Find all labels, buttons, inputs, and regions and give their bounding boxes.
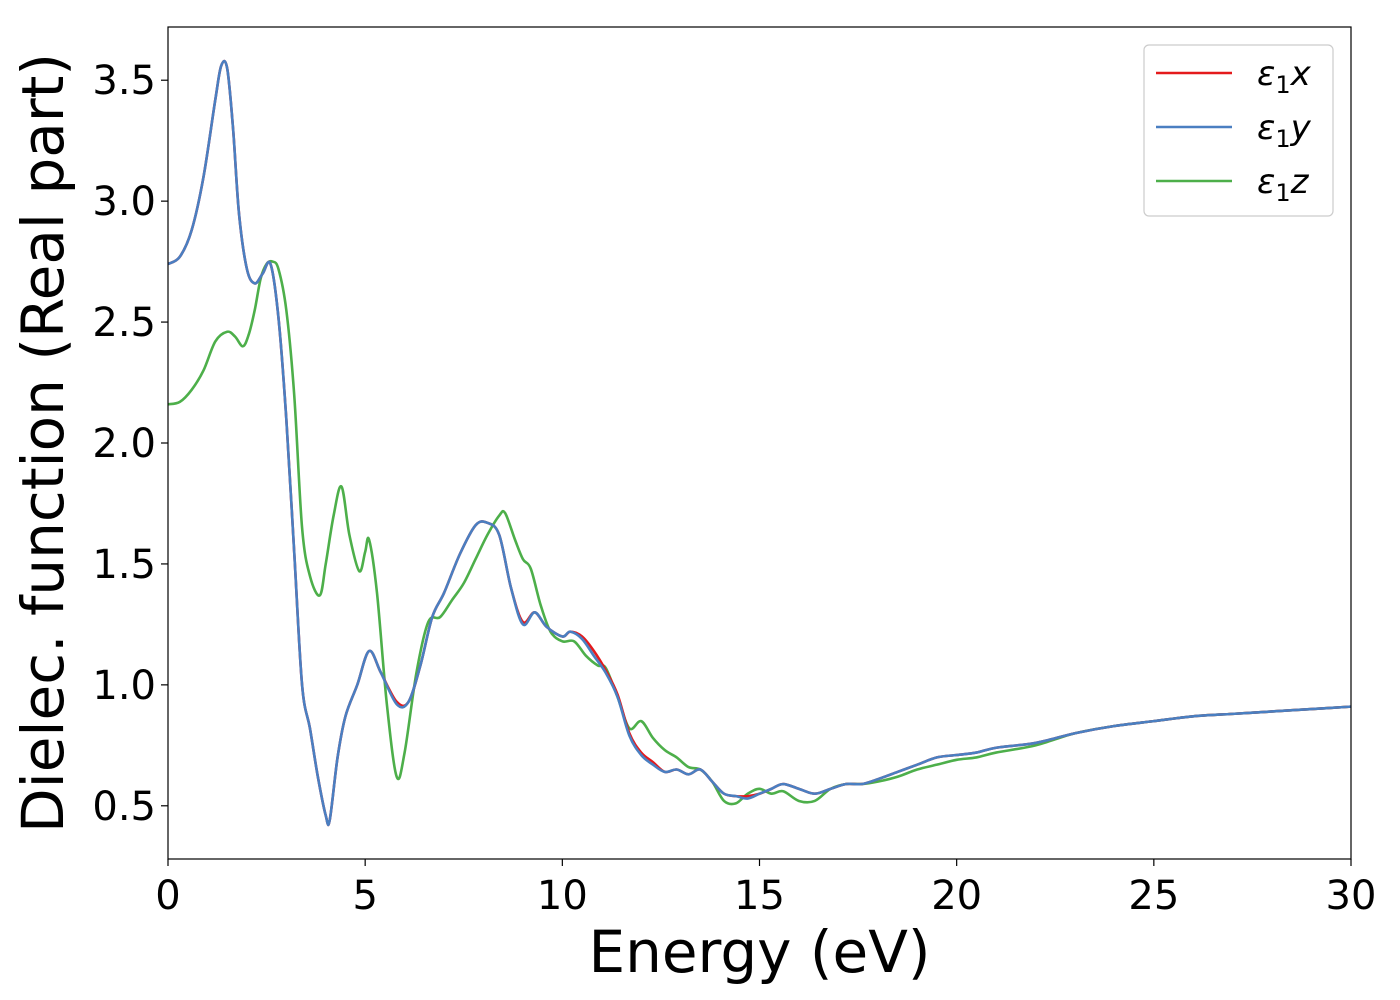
x-tick-label: 20 [931,873,982,919]
x-tick-label: 0 [155,873,180,919]
legend: ε1x ε1y ε1z [1143,44,1334,217]
legend-label-x: ε1x [1257,54,1312,99]
x-axis-ticks: 0 5 10 15 20 25 30 [155,859,1376,919]
legend-label-y: ε1y [1257,108,1312,153]
y-tick-label: 1.5 [92,542,156,588]
y-tick-label: 3.5 [92,58,156,104]
series-line-z [168,259,1351,806]
legend-box [1143,44,1334,217]
y-axis-label: Dielec. function (Real part) [9,53,77,833]
y-axis-ticks: 0.5 1.0 1.5 2.0 2.5 3.0 3.5 [92,58,168,830]
x-tick-label: 15 [734,873,785,919]
series-layer [168,59,1351,827]
y-tick-label: 2.5 [92,300,156,346]
x-tick-label: 10 [537,873,588,919]
legend-label-z: ε1z [1257,162,1310,207]
series-line-y [168,59,1351,827]
y-tick-label: 0.5 [92,784,156,830]
y-tick-label: 2.0 [92,421,156,467]
x-tick-label: 5 [352,873,377,919]
x-axis-label: Energy (eV) [588,918,930,986]
x-tick-label: 25 [1128,873,1179,919]
x-tick-label: 30 [1326,873,1377,919]
y-tick-label: 3.0 [92,179,156,225]
y-tick-label: 1.0 [92,663,156,709]
